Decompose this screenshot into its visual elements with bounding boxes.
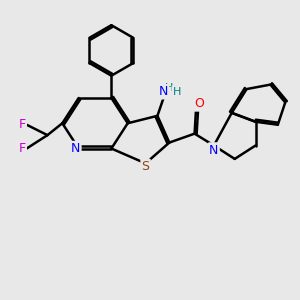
Text: N: N	[209, 143, 219, 157]
Text: N: N	[159, 85, 168, 98]
Text: F: F	[19, 118, 26, 131]
Text: S: S	[142, 160, 149, 173]
Text: H: H	[172, 87, 181, 97]
Text: H: H	[165, 82, 173, 93]
Text: N: N	[71, 142, 80, 155]
Text: O: O	[194, 98, 204, 110]
Text: F: F	[19, 142, 26, 155]
